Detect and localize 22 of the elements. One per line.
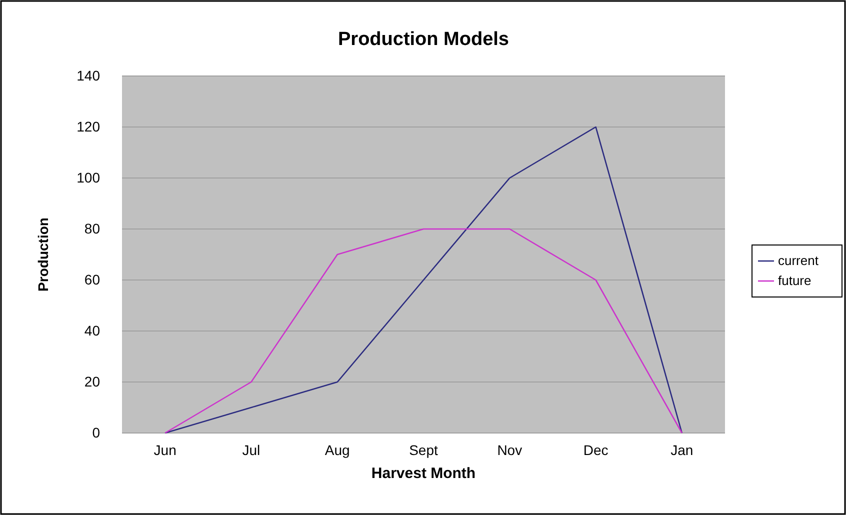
- line-series: [164, 228, 683, 434]
- x-tick-label: Nov: [497, 442, 522, 458]
- x-tick-label: Aug: [324, 442, 350, 458]
- y-tick-label: 140: [76, 67, 100, 84]
- y-tick-label: 40: [84, 322, 100, 338]
- x-tick-label: Jul: [242, 442, 260, 458]
- x-tick-label: Dec: [583, 442, 608, 458]
- chart-title: Production Models: [338, 29, 509, 50]
- y-tick-label: 120: [76, 118, 100, 134]
- y-tick-label: 100: [76, 169, 100, 186]
- y-tick-label: 80: [84, 220, 100, 236]
- legend-label: current: [778, 253, 819, 268]
- line-series: [164, 126, 683, 434]
- x-tick-label: Jun: [154, 442, 176, 458]
- x-axis-title: Harvest Month: [371, 465, 476, 482]
- x-tick-label: Jan: [670, 442, 694, 458]
- legend-label: future: [778, 273, 812, 288]
- y-tick-label: 60: [84, 271, 100, 288]
- x-tick-label: Sept: [409, 442, 438, 458]
- y-tick-label: 0: [92, 424, 100, 440]
- y-axis-title: Production: [35, 218, 51, 292]
- y-tick-label: 20: [84, 373, 100, 390]
